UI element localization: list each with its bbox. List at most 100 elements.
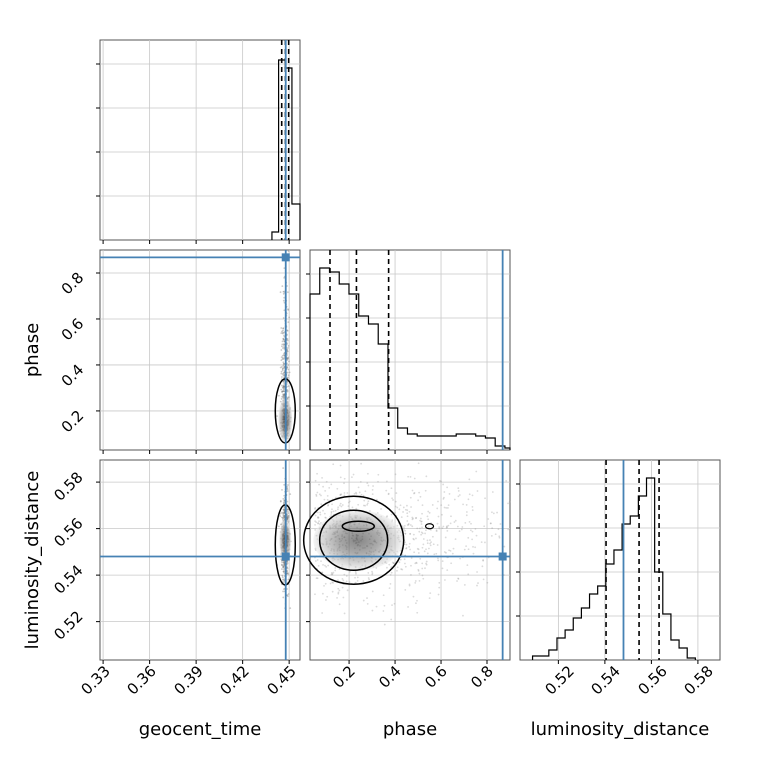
scatter-point — [459, 557, 462, 560]
scatter-point — [286, 595, 289, 598]
scatter-point — [355, 491, 357, 494]
scatter-point — [471, 530, 474, 533]
scatter-point — [386, 566, 388, 569]
scatter-point — [469, 529, 472, 532]
scatter-point — [355, 507, 358, 510]
scatter-point — [319, 511, 322, 514]
scatter-point — [331, 590, 334, 593]
scatter-point — [347, 501, 350, 504]
scatter-point — [287, 357, 289, 360]
scatter-point — [417, 552, 420, 554]
scatter-point — [283, 511, 286, 514]
scatter-point — [283, 509, 286, 512]
scatter-point — [317, 564, 320, 567]
scatter-point — [286, 516, 289, 519]
scatter-point — [281, 576, 284, 579]
scatter-point — [286, 380, 289, 383]
tick-label: 0.2 — [58, 407, 88, 437]
scatter-point — [279, 366, 282, 369]
scatter-point — [283, 508, 285, 511]
scatter-point — [286, 380, 289, 383]
scatter-point — [283, 511, 286, 514]
scatter-point — [337, 587, 340, 590]
scatter-point — [449, 522, 452, 525]
scatter-point — [413, 492, 415, 495]
scatter-point — [400, 516, 403, 519]
scatter-point — [484, 541, 486, 544]
scatter-point — [283, 386, 285, 388]
scatter-point — [442, 525, 445, 528]
scatter-point — [283, 362, 285, 365]
scatter-point — [343, 492, 346, 494]
scatter-point — [286, 562, 289, 565]
scatter-point — [280, 370, 283, 373]
scatter-point — [288, 316, 291, 319]
scatter-point — [489, 522, 492, 525]
scatter-point — [282, 338, 285, 341]
scatter-point — [282, 343, 285, 346]
scatter-point — [339, 464, 342, 467]
scatter-point — [280, 372, 283, 375]
scatter-point — [286, 485, 289, 488]
scatter-point — [342, 596, 345, 599]
scatter-point — [419, 527, 421, 530]
scatter-point — [392, 499, 394, 501]
scatter-point — [436, 507, 439, 510]
scatter-point — [498, 535, 501, 538]
scatter-point — [286, 560, 289, 563]
scatter-point — [282, 380, 285, 383]
scatter-point — [283, 514, 286, 517]
scatter-point — [282, 358, 285, 360]
scatter-point — [341, 577, 344, 580]
scatter-point — [408, 510, 411, 513]
scatter-point — [281, 516, 284, 519]
scatter-point — [324, 489, 327, 492]
scatter-point — [282, 327, 285, 330]
scatter-point — [289, 607, 292, 610]
scatter-point — [280, 356, 283, 359]
scatter-point — [282, 290, 285, 293]
scatter-point — [283, 385, 286, 388]
scatter-point — [371, 572, 374, 575]
scatter-point — [327, 504, 329, 507]
scatter-point — [406, 509, 409, 512]
scatter-point — [390, 513, 393, 516]
scatter-point — [377, 473, 380, 476]
scatter-point — [276, 415, 278, 417]
scatter-point — [282, 299, 285, 302]
scatter-point — [283, 371, 286, 374]
truth-lines — [100, 40, 625, 660]
scatter-point — [282, 387, 285, 390]
scatter-point — [317, 516, 319, 518]
scatter-point — [414, 581, 417, 584]
scatter-point — [446, 569, 449, 572]
scatter-point — [375, 605, 378, 608]
scatter-point — [287, 514, 290, 517]
scatter-point — [286, 518, 289, 521]
scatter-point — [282, 384, 285, 387]
scatter-point — [337, 591, 340, 594]
scatter-point — [394, 473, 397, 476]
scatter-point — [436, 544, 439, 546]
scatter-point — [281, 395, 283, 398]
scatter-point — [324, 516, 327, 519]
scatter-point — [472, 545, 474, 548]
scatter-point — [338, 603, 341, 606]
scatter-point — [279, 500, 282, 502]
scatter-point — [316, 491, 319, 494]
scatter-point — [282, 570, 285, 573]
scatter-point — [287, 516, 290, 518]
scatter-point — [417, 569, 420, 572]
scatter-point — [410, 564, 412, 567]
scatter-point — [507, 528, 510, 531]
scatter-point — [399, 558, 402, 561]
scatter-point — [330, 512, 333, 514]
scatter-point — [441, 513, 443, 516]
scatter-point — [283, 506, 286, 509]
scatter-point — [357, 486, 360, 489]
scatter-point — [467, 498, 470, 501]
scatter-point — [492, 512, 495, 515]
tick-label: 0.6 — [421, 662, 451, 692]
scatter-point — [287, 346, 289, 349]
scatter-point — [402, 511, 404, 513]
